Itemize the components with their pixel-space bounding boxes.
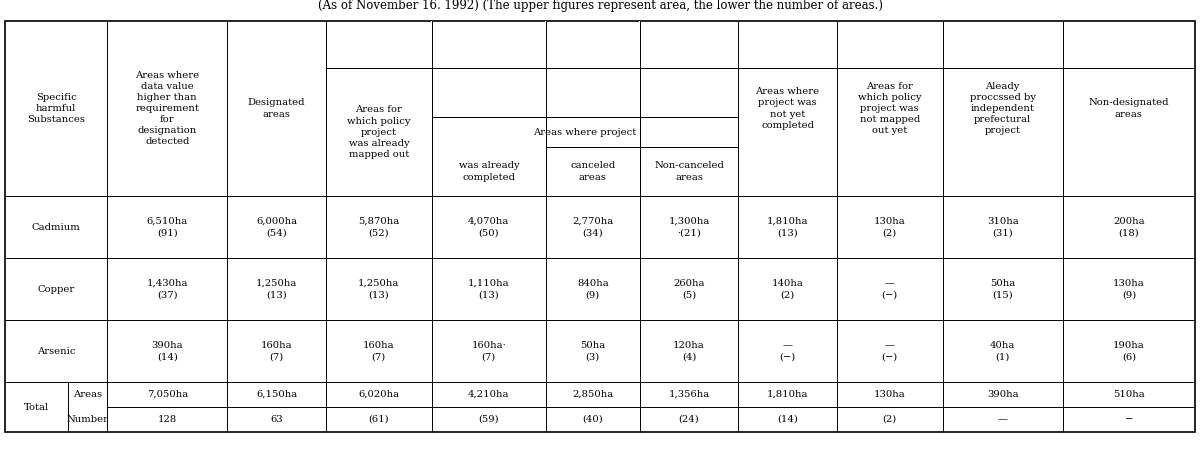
Text: 6,020ha: 6,020ha [359,390,400,399]
Text: Areas: Areas [73,390,102,399]
Text: 140ha
(2): 140ha (2) [772,279,804,299]
Text: 390ha
(14): 390ha (14) [151,341,184,361]
Text: canceled
areas: canceled areas [570,162,616,182]
Text: —
(−): — (−) [882,341,898,361]
Text: (2): (2) [882,415,896,424]
Text: Non-canceled
areas: Non-canceled areas [654,162,724,182]
Text: Areas for
which policy
project was
not mapped
out yet: Areas for which policy project was not m… [858,82,922,135]
Text: 7,050ha: 7,050ha [146,390,188,399]
Text: 510ha: 510ha [1114,390,1145,399]
Text: Areas where
data value
higher than
requirement
for
designation
detected: Areas where data value higher than requi… [136,71,199,146]
Text: Specific
harmful
Substances: Specific harmful Substances [28,93,85,124]
Text: 390ha: 390ha [986,390,1019,399]
Text: (24): (24) [678,415,700,424]
Text: —
(−): — (−) [779,341,796,361]
Text: 160ha
(7): 160ha (7) [260,341,293,361]
Text: 160ha
(7): 160ha (7) [364,341,395,361]
Text: (As of November 16. 1992) (The upper figures represent area, the lower the numbe: (As of November 16. 1992) (The upper fig… [318,0,882,12]
Text: was already
completed: was already completed [458,162,520,182]
Text: 120ha
(4): 120ha (4) [673,341,704,361]
Text: Arsenic: Arsenic [37,347,76,356]
Text: Areas where
project was
not yet
completed: Areas where project was not yet complete… [756,87,820,129]
Text: 4,070ha
(50): 4,070ha (50) [468,217,510,237]
Text: 130ha
(2): 130ha (2) [874,217,906,237]
Text: Designated
areas: Designated areas [248,98,306,118]
Text: Total: Total [24,403,49,412]
Text: 63: 63 [270,415,283,424]
Text: 1,430ha
(37): 1,430ha (37) [146,279,188,299]
Text: 130ha: 130ha [874,390,906,399]
Bar [5,21,1195,432]
Text: 160ha·
(7): 160ha· (7) [472,341,506,361]
Text: 50ha
(3): 50ha (3) [580,341,606,361]
Text: 840ha
(9): 840ha (9) [577,279,608,299]
Text: −: − [1124,415,1133,424]
Text: (61): (61) [368,415,389,424]
Text: 2,850ha: 2,850ha [572,390,613,399]
Text: Areas where project: Areas where project [533,128,636,137]
Text: Areas for
which policy
project
was already
mapped out: Areas for which policy project was alrea… [347,106,410,159]
Text: 310ha
(31): 310ha (31) [986,217,1019,237]
Text: Cadmium: Cadmium [31,223,80,231]
Text: 1,110ha
(13): 1,110ha (13) [468,279,510,299]
Text: Number: Number [67,415,109,424]
Text: 6,150ha: 6,150ha [256,390,298,399]
Text: Non-designated
areas: Non-designated areas [1088,98,1169,118]
Text: 4,210ha: 4,210ha [468,390,510,399]
Text: 1,250ha
(13): 1,250ha (13) [256,279,298,299]
Text: Aleady
proccssed by
independent
prefectural
project: Aleady proccssed by independent prefectu… [970,82,1036,135]
Text: 128: 128 [157,415,176,424]
Text: 5,870ha
(52): 5,870ha (52) [359,217,400,237]
Text: 1,810ha: 1,810ha [767,390,809,399]
Text: 6,000ha
(54): 6,000ha (54) [256,217,298,237]
Text: (40): (40) [582,415,604,424]
Text: 130ha
(9): 130ha (9) [1114,279,1145,299]
Text: 6,510ha
(91): 6,510ha (91) [146,217,188,237]
Text: 260ha
(5): 260ha (5) [673,279,704,299]
Text: 1,300ha
·(21): 1,300ha ·(21) [668,217,709,237]
Text: Copper: Copper [37,285,74,293]
Text: 50ha
(15): 50ha (15) [990,279,1015,299]
Text: (14): (14) [778,415,798,424]
Text: 1,250ha
(13): 1,250ha (13) [358,279,400,299]
Text: 200ha
(18): 200ha (18) [1114,217,1145,237]
Text: 190ha
(6): 190ha (6) [1114,341,1145,361]
Text: 2,770ha
(34): 2,770ha (34) [572,217,613,237]
Text: —: — [997,415,1008,424]
Text: (59): (59) [479,415,499,424]
Text: 40ha
(1): 40ha (1) [990,341,1015,361]
Text: 1,810ha
(13): 1,810ha (13) [767,217,809,237]
Text: —
(−): — (−) [882,279,898,299]
Text: 1,356ha: 1,356ha [668,390,709,399]
